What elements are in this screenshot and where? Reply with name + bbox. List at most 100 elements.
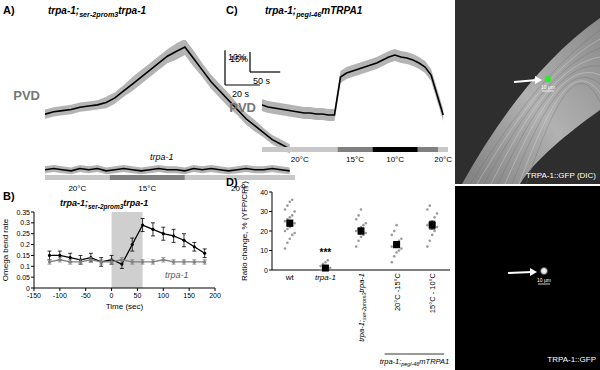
arrow-head <box>530 268 537 276</box>
figure: A)trpa-1;ser-2prom3trpa-1PVDtrpa-120°C15… <box>0 0 600 370</box>
y-tick <box>31 288 34 289</box>
data-point <box>286 204 289 207</box>
text-part: trpa-1; <box>60 198 88 208</box>
temperature-label: 20°C <box>68 184 86 193</box>
text-part: 0.35 <box>16 209 30 216</box>
text-part: trpa-1; <box>48 5 79 16</box>
y-tick-label: 0.15 <box>16 252 30 259</box>
scale-bar-y <box>249 52 250 72</box>
data-point <box>429 239 432 242</box>
text-part: trpa-1; <box>357 320 366 342</box>
data-point <box>79 260 82 263</box>
error-bar <box>99 260 103 264</box>
x-tick <box>137 288 138 291</box>
data-point <box>284 208 287 211</box>
data-point <box>426 224 429 227</box>
text-part: pegl-46 <box>295 10 322 19</box>
text-part: 0.25 <box>16 230 30 237</box>
data-point <box>391 245 394 248</box>
data-point <box>286 241 289 244</box>
error-bar <box>192 242 196 251</box>
data-point <box>426 245 429 248</box>
data-point <box>291 199 294 202</box>
data-point <box>284 220 287 223</box>
y-tick <box>31 233 34 234</box>
text-part: 50 <box>134 292 142 299</box>
group-label: trpa-1;pegl-46mTRPA1 <box>380 357 450 367</box>
error-bar <box>99 258 103 267</box>
text-part: 10°C <box>386 155 404 164</box>
text-part: trpa-1; <box>380 357 402 366</box>
data-point <box>436 212 439 215</box>
series-line <box>50 260 205 262</box>
data-point <box>433 216 436 219</box>
texture <box>498 66 600 184</box>
temperature-label: 15°C <box>346 155 364 164</box>
text-part: pegl-46 <box>400 361 419 367</box>
category-label: trpa-1 <box>315 273 336 282</box>
text-part: 150 <box>183 292 195 299</box>
series-line <box>262 55 443 115</box>
data-point <box>203 260 206 263</box>
data-point <box>355 218 358 221</box>
texture <box>505 73 600 184</box>
data-point <box>100 260 103 263</box>
text-part: 30 <box>260 208 268 215</box>
text-part: -50 <box>81 292 91 299</box>
text-part: trpa-1 <box>357 273 366 293</box>
y-tick <box>31 222 34 223</box>
significance: *** <box>320 247 332 258</box>
series-line <box>45 169 290 171</box>
error-bar <box>394 242 400 248</box>
worm-body <box>462 18 600 184</box>
data-point <box>284 230 287 233</box>
text-part: 10 μm <box>537 277 551 283</box>
text-part: 20°C <box>291 155 309 164</box>
text-part: TRPA-1::GFP <box>547 355 596 364</box>
mean-marker <box>429 222 436 229</box>
scale-line <box>542 91 554 92</box>
mean-marker <box>322 265 329 272</box>
error-band <box>45 40 290 154</box>
texture <box>519 81 600 184</box>
text-part: 20 <box>260 228 268 235</box>
text-part: 0.3 <box>20 219 30 226</box>
micrograph-fluorescence: 10 μmTRPA-1::GFP <box>455 186 600 370</box>
temperature-segment <box>418 147 439 152</box>
error-bar <box>58 258 62 262</box>
text-part: mTRPA1 <box>419 357 449 366</box>
text-part: 0.05 <box>16 274 30 281</box>
series-label: PVD <box>229 100 256 115</box>
category-label: wt <box>285 273 295 282</box>
x-axis-label: Time (sec) <box>106 302 144 311</box>
error-bar <box>79 255 83 264</box>
data-point <box>324 261 327 264</box>
data-point <box>391 261 394 264</box>
error-bar <box>358 228 364 234</box>
x-tick-label: -50 <box>81 292 91 299</box>
text-part: Omega bend rate <box>1 218 10 281</box>
data-point <box>431 234 434 237</box>
y-tick <box>269 250 272 251</box>
data-point <box>400 247 403 250</box>
error-bar <box>110 260 114 264</box>
data-point <box>293 232 296 235</box>
error-bar <box>161 227 165 240</box>
series-line <box>50 225 205 264</box>
data-point <box>100 260 103 263</box>
text-part: TRPA-1::GFP (DIC) <box>526 171 596 180</box>
category-label: 20°C -15°C <box>393 272 402 311</box>
data-point <box>429 204 432 207</box>
y-tick <box>269 192 272 193</box>
text-part: trpa-1; <box>265 5 296 16</box>
error-bar <box>89 258 93 262</box>
stimulus-shade <box>112 212 143 288</box>
error-bar <box>48 260 52 264</box>
text-part: ser-2prom3 <box>88 203 124 211</box>
data-point <box>319 265 322 268</box>
text-part: trpa-1 <box>315 273 336 282</box>
mean-marker <box>286 220 293 227</box>
temperature-segment <box>110 175 185 180</box>
data-point <box>131 243 134 246</box>
data-point <box>48 254 51 257</box>
